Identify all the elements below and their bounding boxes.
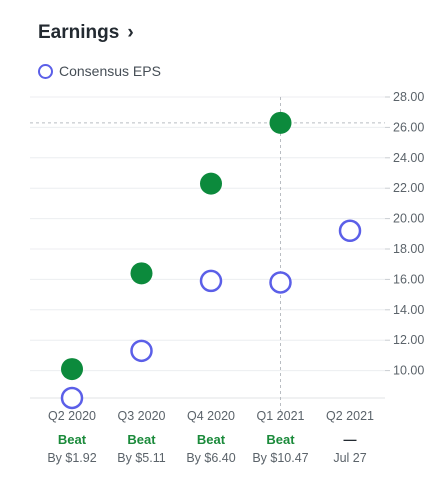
x-tick-label: Q3 2020 [118, 409, 166, 423]
earnings-detail: By $10.47 [252, 451, 308, 465]
earnings-status: — [344, 432, 357, 447]
earnings-status: Beat [58, 432, 87, 447]
earnings-status: Beat [197, 432, 226, 447]
y-axis: 10.00 12.00 14.00 16.00 18.00 20.00 22.00 24.00… [385, 90, 424, 378]
x-tick-label: Q2 2020 [48, 409, 96, 423]
earnings-detail: Jul 27 [333, 451, 366, 465]
grid [30, 96, 385, 399]
x-tick-label: Q1 2021 [257, 409, 305, 423]
y-tick-label: 22.00 [393, 181, 424, 195]
y-tick-label: 14.00 [393, 303, 424, 317]
y-tick-label: 28.00 [393, 90, 424, 104]
y-tick-label: 26.00 [393, 120, 424, 134]
earnings-detail: By $6.40 [186, 451, 235, 465]
crosshair [30, 97, 385, 418]
legend: Consensus EPS [38, 63, 161, 79]
consensus-eps-point[interactable] [338, 219, 362, 243]
y-tick-label: 18.00 [393, 242, 424, 256]
y-tick-label: 10.00 [393, 364, 424, 378]
earnings-header[interactable]: Earnings › [38, 22, 134, 44]
consensus-eps-point[interactable] [60, 386, 84, 410]
y-tick-label: 12.00 [393, 333, 424, 347]
consensus-eps-legend-icon [38, 63, 53, 79]
y-tick-label: 24.00 [393, 151, 424, 165]
consensus-eps-point[interactable] [199, 269, 223, 293]
chevron-right-icon: › [127, 22, 134, 43]
actual-eps-point[interactable] [200, 172, 222, 195]
actual-eps-point[interactable] [269, 111, 292, 134]
legend-label: Consensus EPS [59, 63, 161, 79]
x-tick-label: Q4 2020 [187, 409, 235, 423]
actual-eps-point[interactable] [61, 358, 83, 381]
consensus-eps-point[interactable] [130, 339, 153, 363]
section-title: Earnings [38, 22, 120, 43]
earnings-status: Beat [266, 432, 295, 447]
earnings-status: Beat [127, 432, 156, 447]
earnings-detail: By $5.11 [117, 451, 165, 465]
y-tick-label: 20.00 [393, 212, 424, 226]
points [60, 111, 362, 410]
x-axis: Q2 2020 Beat By $1.92 Q3 2020 Beat By $5.11 Q4… [47, 409, 374, 465]
x-tick-label: Q2 2021 [326, 409, 374, 423]
consensus-eps-point[interactable] [269, 271, 292, 294]
actual-eps-point[interactable] [130, 262, 153, 285]
earnings-detail: By $1.92 [47, 451, 96, 465]
y-tick-label: 16.00 [393, 272, 424, 286]
